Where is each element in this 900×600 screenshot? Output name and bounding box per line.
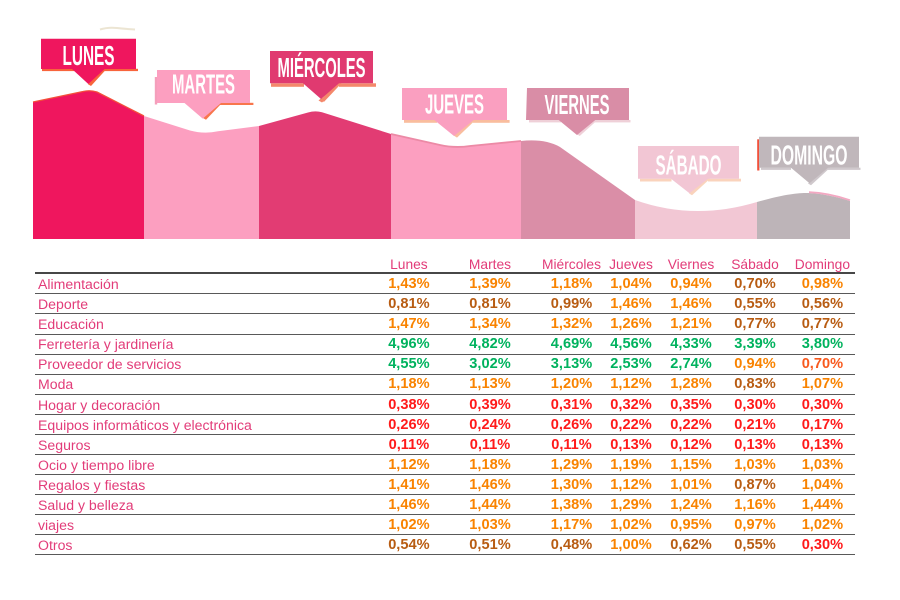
svg-text:MARTES: MARTES [172,69,235,100]
svg-text:DOMINGO: DOMINGO [771,140,848,171]
svg-text:SÁBADO: SÁBADO [656,150,722,181]
svg-text:MIÉRCOLES: MIÉRCOLES [278,52,366,83]
svg-text:VIERNES: VIERNES [545,89,610,120]
svg-text:LUNES: LUNES [63,40,115,71]
svg-text:JUEVES: JUEVES [425,89,484,120]
